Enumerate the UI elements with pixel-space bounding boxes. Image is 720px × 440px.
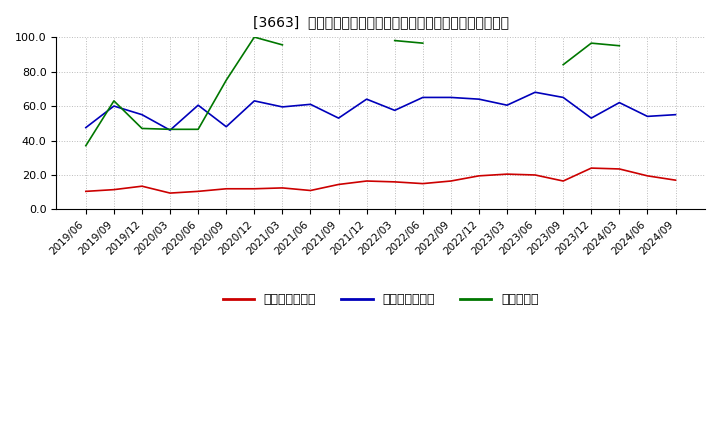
売上債権回転率 (109, 187, 118, 192)
買入債務回転率 (166, 128, 174, 133)
売上債権回転率 (81, 189, 90, 194)
売上債権回転率 (587, 165, 595, 171)
買入債務回転率 (306, 102, 315, 107)
在庫回転率 (250, 34, 258, 40)
買入債務回転率 (81, 125, 90, 130)
在庫回転率 (587, 40, 595, 46)
買入債務回転率 (334, 115, 343, 121)
売上債権回転率 (306, 188, 315, 193)
買入債務回転率 (503, 103, 511, 108)
売上債権回転率 (615, 166, 624, 172)
買入債務回転率 (418, 95, 427, 100)
在庫回転率 (194, 127, 202, 132)
売上債権回転率 (503, 172, 511, 177)
Line: 買入債務回転率: 買入債務回転率 (86, 92, 675, 130)
売上債権回転率 (559, 178, 567, 183)
在庫回転率 (615, 43, 624, 48)
買入債務回転率 (278, 104, 287, 110)
売上債権回転率 (531, 172, 539, 178)
買入債務回転率 (109, 103, 118, 109)
買入債務回転率 (671, 112, 680, 117)
在庫回転率 (109, 98, 118, 103)
在庫回転率 (138, 126, 146, 131)
売上債権回転率 (194, 189, 202, 194)
買入債務回転率 (194, 103, 202, 108)
売上債権回転率 (474, 173, 483, 179)
買入債務回転率 (222, 124, 230, 129)
売上債権回転率 (671, 177, 680, 183)
買入債務回転率 (531, 90, 539, 95)
Title: [3663]  売上債権回転率、買入債務回転率、在庫回転率の推移: [3663] 売上債権回転率、買入債務回転率、在庫回転率の推移 (253, 15, 508, 29)
売上債権回転率 (362, 178, 371, 183)
売上債権回転率 (222, 186, 230, 191)
Legend: 売上債権回転率, 買入債務回転率, 在庫回転率: 売上債権回転率, 買入債務回転率, 在庫回転率 (217, 288, 544, 311)
在庫回転率 (418, 40, 427, 46)
在庫回転率 (671, 68, 680, 73)
売上債権回転率 (278, 185, 287, 191)
買入債務回転率 (587, 115, 595, 121)
Line: 在庫回転率: 在庫回転率 (86, 37, 675, 146)
売上債権回転率 (138, 183, 146, 189)
買入債務回転率 (138, 112, 146, 117)
在庫回転率 (81, 143, 90, 148)
売上債権回転率 (418, 181, 427, 186)
Line: 売上債権回転率: 売上債権回転率 (86, 168, 675, 193)
買入債務回転率 (362, 96, 371, 102)
売上債権回転率 (390, 179, 399, 184)
買入債務回転率 (250, 98, 258, 103)
買入債務回転率 (446, 95, 455, 100)
買入債務回転率 (559, 95, 567, 100)
在庫回転率 (222, 77, 230, 83)
在庫回転率 (559, 62, 567, 67)
買入債務回転率 (474, 96, 483, 102)
売上債権回転率 (250, 186, 258, 191)
売上債権回転率 (166, 191, 174, 196)
売上債権回転率 (446, 178, 455, 183)
買入債務回転率 (390, 108, 399, 113)
売上債権回転率 (334, 182, 343, 187)
買入債務回転率 (643, 114, 652, 119)
売上債権回転率 (643, 173, 652, 179)
在庫回転率 (278, 42, 287, 48)
在庫回転率 (390, 38, 399, 43)
在庫回転率 (166, 127, 174, 132)
買入債務回転率 (615, 100, 624, 105)
